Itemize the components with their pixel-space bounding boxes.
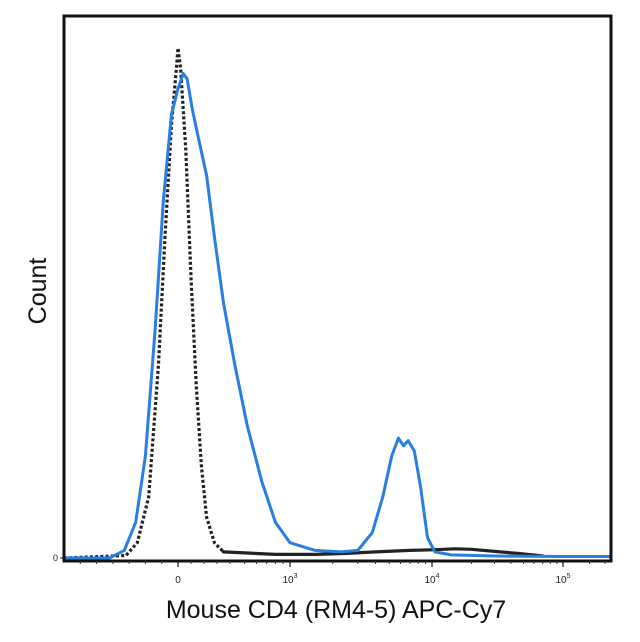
x-tick-label: 0 — [175, 575, 181, 586]
x-axis: 0 103 104 105 — [79, 561, 606, 586]
series-group — [64, 46, 611, 560]
series-line-2 — [64, 72, 611, 560]
plot-frame — [62, 14, 613, 563]
y-axis: 0 — [53, 553, 64, 563]
x-tick-label: 105 — [555, 573, 570, 586]
y-axis-title: Count — [24, 258, 52, 325]
x-tick-label: 103 — [282, 573, 297, 586]
series-line-0 — [64, 46, 225, 560]
x-axis-title: Mouse CD4 (RM4-5) APC-Cy7 — [166, 596, 506, 624]
y-tick-label: 0 — [53, 553, 58, 563]
plot-area — [62, 14, 613, 563]
x-tick-label: 104 — [424, 573, 439, 586]
series-line-1 — [221, 547, 545, 558]
